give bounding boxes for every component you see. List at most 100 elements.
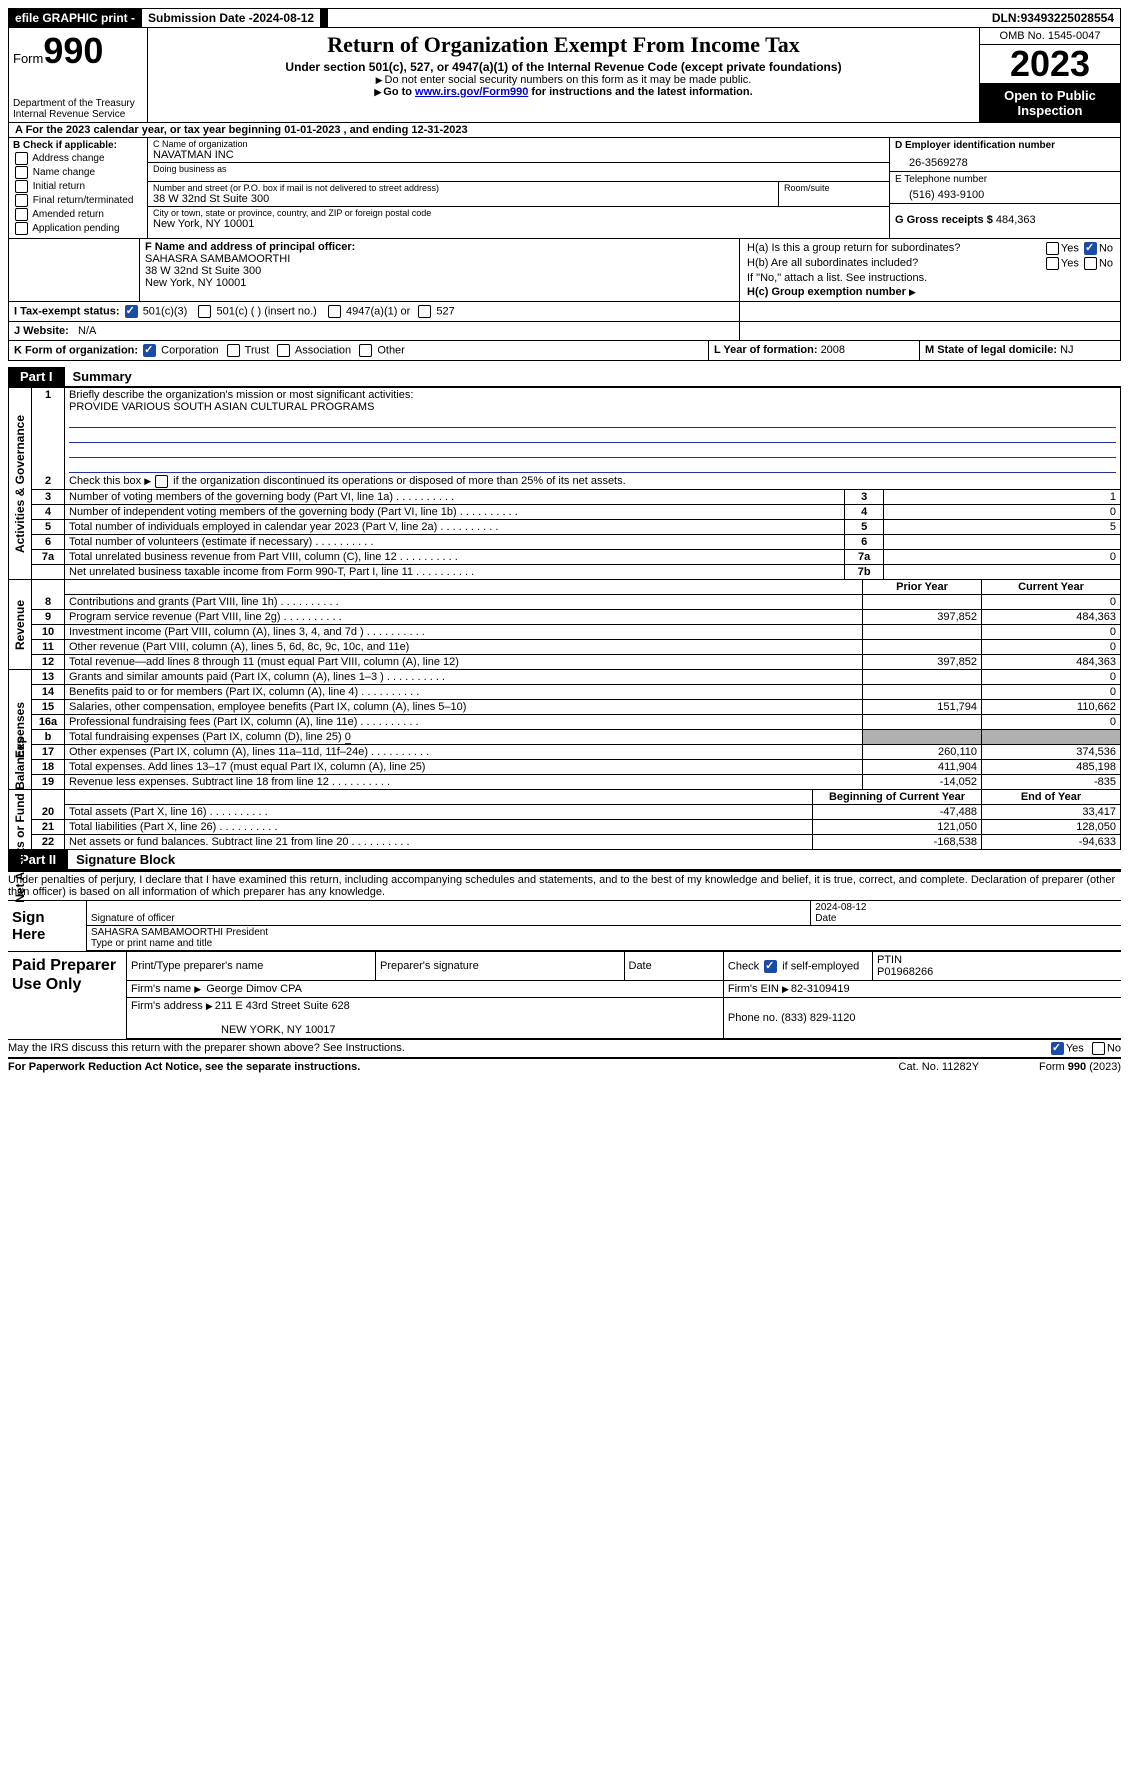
chk-final-return[interactable]: Final return/terminated [13, 194, 143, 207]
chk-self-employed[interactable] [764, 960, 777, 973]
c-name-val: NAVATMAN INC [153, 149, 884, 161]
goto-line: Go to www.irs.gov/Form990 for instructio… [154, 86, 973, 98]
l16b-grey1 [863, 730, 982, 745]
header-left: Form990 Department of the Treasury Inter… [9, 28, 148, 122]
preparer-block: Paid Preparer Use Only Print/Type prepar… [8, 952, 1121, 1040]
k-cell: K Form of organization: Corporation Trus… [9, 341, 709, 360]
l7b-val [884, 565, 1121, 580]
form-header: Form990 Department of the Treasury Inter… [8, 28, 1121, 123]
l21-num: 21 [32, 820, 65, 835]
ha-answer: Yes No [1022, 241, 1115, 256]
l17-desc: Other expenses (Part IX, column (A), lin… [65, 745, 863, 760]
footer-right: Form 990 (2023) [1039, 1061, 1121, 1073]
c-addr: Number and street (or P.O. box if mail i… [148, 182, 778, 206]
chk-amended-return[interactable]: Amended return [13, 208, 143, 221]
l8-curr: 0 [982, 595, 1121, 610]
l3-num: 3 [32, 490, 65, 505]
l9-desc: Program service revenue (Part VIII, line… [65, 610, 863, 625]
i-501c3[interactable] [125, 305, 138, 318]
chk-initial-return[interactable]: Initial return [13, 180, 143, 193]
i-4947[interactable] [328, 305, 341, 318]
c-addr-val: 38 W 32nd St Suite 300 [153, 193, 773, 205]
may-yes[interactable] [1051, 1042, 1064, 1055]
c-room: Room/suite [778, 182, 889, 206]
l4-desc: Number of independent voting members of … [65, 505, 845, 520]
box-h: H(a) Is this a group return for subordin… [739, 239, 1120, 301]
col-boc: Beginning of Current Year [813, 790, 982, 805]
preparer-label: Paid Preparer Use Only [8, 952, 127, 1039]
prep-phone: Phone no. (833) 829-1120 [723, 998, 1121, 1039]
goto-link[interactable]: www.irs.gov/Form990 [415, 86, 528, 98]
k-other[interactable] [359, 344, 372, 357]
sign-here-label: Sign Here [8, 901, 87, 951]
f-addr2: New York, NY 10001 [145, 277, 734, 289]
part-1-header: Part I Summary [8, 367, 1121, 387]
hb-no[interactable] [1084, 257, 1097, 270]
l1-mission: PROVIDE VARIOUS SOUTH ASIAN CULTURAL PRO… [69, 401, 374, 413]
l18-curr: 485,198 [982, 760, 1121, 775]
chk-application-pending[interactable]: Application pending [13, 222, 143, 235]
form-title: Return of Organization Exempt From Incom… [154, 32, 973, 58]
may-q: May the IRS discuss this return with the… [8, 1042, 1049, 1055]
l2-desc: Check this box if the organization disco… [65, 474, 1121, 490]
may-no[interactable] [1092, 1042, 1105, 1055]
l20-eoy: 33,417 [982, 805, 1121, 820]
l22-num: 22 [32, 835, 65, 850]
i-527[interactable] [418, 305, 431, 318]
hb-lbl: H(b) Are all subordinates included? [745, 256, 1022, 271]
l8-desc: Contributions and grants (Part VIII, lin… [65, 595, 863, 610]
hb-yes[interactable] [1046, 257, 1059, 270]
k-trust[interactable] [227, 344, 240, 357]
goto-pre: Go to [383, 86, 415, 98]
rev-label: Revenue [8, 580, 32, 670]
l21-boc: 121,050 [813, 820, 982, 835]
prep-sig-lbl: Preparer's signature [376, 952, 625, 981]
l-cell: L Year of formation: 2008 [709, 341, 920, 360]
rev-table: Prior YearCurrent Year 8Contributions an… [32, 580, 1121, 670]
k-assoc[interactable] [277, 344, 290, 357]
ha-yes[interactable] [1046, 242, 1059, 255]
spacer [321, 9, 328, 27]
prep-ptin: PTINP01968266 [872, 952, 1121, 981]
ha-no[interactable] [1084, 242, 1097, 255]
form-word: Form [13, 51, 43, 66]
l7b-num [32, 565, 65, 580]
row-j: J Website: N/A [8, 322, 1121, 341]
d-val: 26-3569278 [895, 151, 1115, 169]
form-subtitle: Under section 501(c), 527, or 4947(a)(1)… [154, 60, 973, 74]
chk-name-change[interactable]: Name change [13, 166, 143, 179]
block-bcdeg: B Check if applicable: Address change Na… [8, 138, 1121, 239]
submission-cell: Submission Date - 2024-08-12 [142, 9, 321, 27]
ha-lbl: H(a) Is this a group return for subordin… [745, 241, 1022, 256]
prep-addr: Firm's address 211 E 43rd Street Suite 6… [127, 998, 723, 1039]
prep-self-emp: Check if self-employed [723, 952, 872, 981]
chk-address-change[interactable]: Address change [13, 152, 143, 165]
l20-desc: Total assets (Part X, line 16) [65, 805, 813, 820]
section-net-assets: Net Assets or Fund Balances Beginning of… [8, 790, 1121, 850]
l11-num: 11 [32, 640, 65, 655]
c-dba: Doing business as [148, 163, 889, 182]
c-name: C Name of organization NAVATMAN INC [148, 138, 889, 163]
l14-curr: 0 [982, 685, 1121, 700]
may-answer: Yes No [1049, 1042, 1121, 1055]
i-501c[interactable] [198, 305, 211, 318]
l17-curr: 374,536 [982, 745, 1121, 760]
prep-name-lbl: Print/Type preparer's name [127, 952, 376, 981]
l10-curr: 0 [982, 625, 1121, 640]
prep-date-lbl: Date [624, 952, 723, 981]
l19-desc: Revenue less expenses. Subtract line 18 … [65, 775, 863, 790]
ssn-warning: Do not enter social security numbers on … [154, 74, 973, 86]
col-prior: Prior Year [863, 580, 982, 595]
l2-check[interactable] [155, 475, 168, 488]
l22-eoy: -94,633 [982, 835, 1121, 850]
part-1-title: Summary [65, 367, 1121, 387]
l16b-desc: Total fundraising expenses (Part IX, col… [65, 730, 863, 745]
l10-prior [863, 625, 982, 640]
dept-block: Department of the Treasury Internal Reve… [13, 98, 135, 120]
footer-left: For Paperwork Reduction Act Notice, see … [8, 1061, 899, 1073]
j-right [740, 322, 1120, 340]
l6-num: 6 [32, 535, 65, 550]
k-corp[interactable] [143, 344, 156, 357]
goto-post: for instructions and the latest informat… [528, 86, 752, 98]
col-eoy: End of Year [982, 790, 1121, 805]
